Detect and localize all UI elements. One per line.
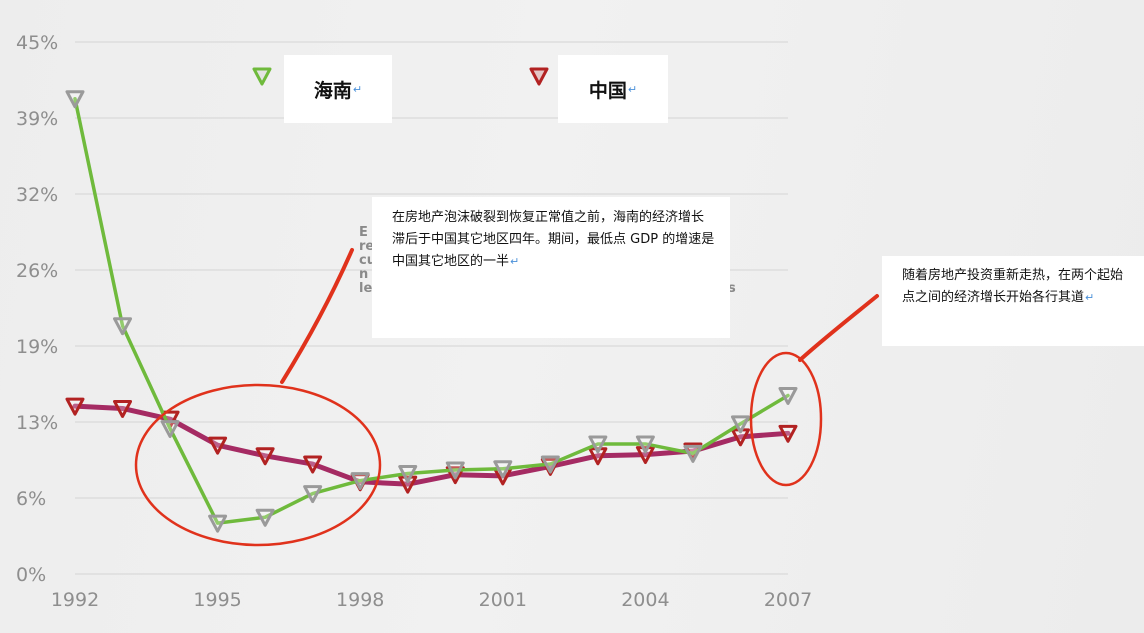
data-point-marker <box>208 436 228 455</box>
y-tick-label: 0% <box>16 564 46 586</box>
annotation-right: 随着房地产投资重新走热，在两个起始点之间的经济增长开始各行其道↵ <box>882 256 1144 346</box>
ghost-line: re <box>359 239 375 254</box>
data-point-marker <box>303 485 323 504</box>
data-point-marker <box>398 465 418 484</box>
data-point-marker <box>778 386 798 405</box>
data-point-marker <box>350 472 370 491</box>
y-tick-label: 26% <box>16 260 58 282</box>
data-point-marker <box>683 444 703 463</box>
ghost-text-fragments: E re cu n le <box>359 226 376 296</box>
y-tick-label: 32% <box>16 184 58 206</box>
pointer-stroke-left <box>280 248 354 384</box>
return-mark-icon: ↵ <box>510 255 520 268</box>
data-point-marker <box>540 455 560 474</box>
annotation-right-text: 随着房地产投资重新走热，在两个起始点之间的经济增长开始各行其道 <box>902 268 1124 305</box>
y-tick-label: 39% <box>16 108 58 130</box>
y-tick-label: 6% <box>16 488 46 510</box>
return-mark-icon: ↵ <box>352 82 363 96</box>
series-line <box>72 403 791 487</box>
pointer-stroke-right <box>798 294 879 362</box>
data-point-marker <box>255 447 275 466</box>
legend-marker-hainan <box>252 67 272 86</box>
data-point-marker <box>303 455 323 474</box>
series-hainan <box>65 90 798 533</box>
series-layer <box>65 67 798 533</box>
legend-box-hainan: 海南 ↵ <box>284 55 392 123</box>
data-point-marker <box>493 460 513 479</box>
ghost-line: E <box>359 225 368 240</box>
data-point-marker <box>160 420 180 439</box>
annotation-main-text: 在房地产泡沫破裂到恢复正常值之前，海南的经济增长滞后于中国其它地区四年。期间，最… <box>392 210 715 269</box>
data-point-marker <box>208 514 228 533</box>
legend-label-hainan: 海南 <box>313 79 352 102</box>
data-point-marker <box>445 461 465 480</box>
highlight-circle-trough <box>134 383 382 547</box>
ghost-line: n <box>359 267 369 282</box>
y-tick-label: 13% <box>16 412 58 434</box>
data-point-marker <box>113 399 133 418</box>
ghost-line: le <box>359 281 373 296</box>
legend-box-china: 中国 ↵ <box>558 55 668 123</box>
legend-label-china: 中国 <box>588 79 627 102</box>
y-axis-ticks: 0% 6% 13% 19% 26% 32% 39% 45% <box>16 32 58 586</box>
x-tick-label: 1992 <box>51 589 99 611</box>
data-point-marker <box>65 90 85 109</box>
legend-marker-china <box>529 67 549 86</box>
data-point-marker <box>635 446 655 465</box>
data-point-marker <box>255 508 275 527</box>
data-point-marker <box>778 424 798 443</box>
y-tick-label: 19% <box>16 336 58 358</box>
x-tick-label: 2007 <box>764 589 812 611</box>
data-point-marker <box>635 435 655 454</box>
ghost-text-tail: s <box>728 281 736 296</box>
highlight-annotations <box>134 248 879 547</box>
y-tick-label: 45% <box>16 32 58 54</box>
x-tick-label: 2001 <box>479 589 527 611</box>
return-mark-icon: ↵ <box>627 82 638 96</box>
annotation-main: 在房地产泡沫破裂到恢复正常值之前，海南的经济增长滞后于中国其它地区四年。期间，最… <box>372 197 730 338</box>
return-mark-icon: ↵ <box>1085 291 1095 304</box>
series-line <box>73 96 790 525</box>
data-point-marker <box>398 475 418 494</box>
data-point-marker <box>588 435 608 454</box>
data-point-marker <box>730 415 750 434</box>
x-tick-label: 2004 <box>621 589 669 611</box>
highlight-circle-2007 <box>749 351 823 487</box>
x-tick-label: 1995 <box>193 589 241 611</box>
data-point-marker <box>113 317 133 336</box>
x-tick-label: 1998 <box>336 589 384 611</box>
x-axis-ticks: 1992 1995 1998 2001 2004 2007 <box>51 589 812 611</box>
data-point-marker <box>65 397 85 416</box>
ghost-line: cu <box>359 253 376 268</box>
